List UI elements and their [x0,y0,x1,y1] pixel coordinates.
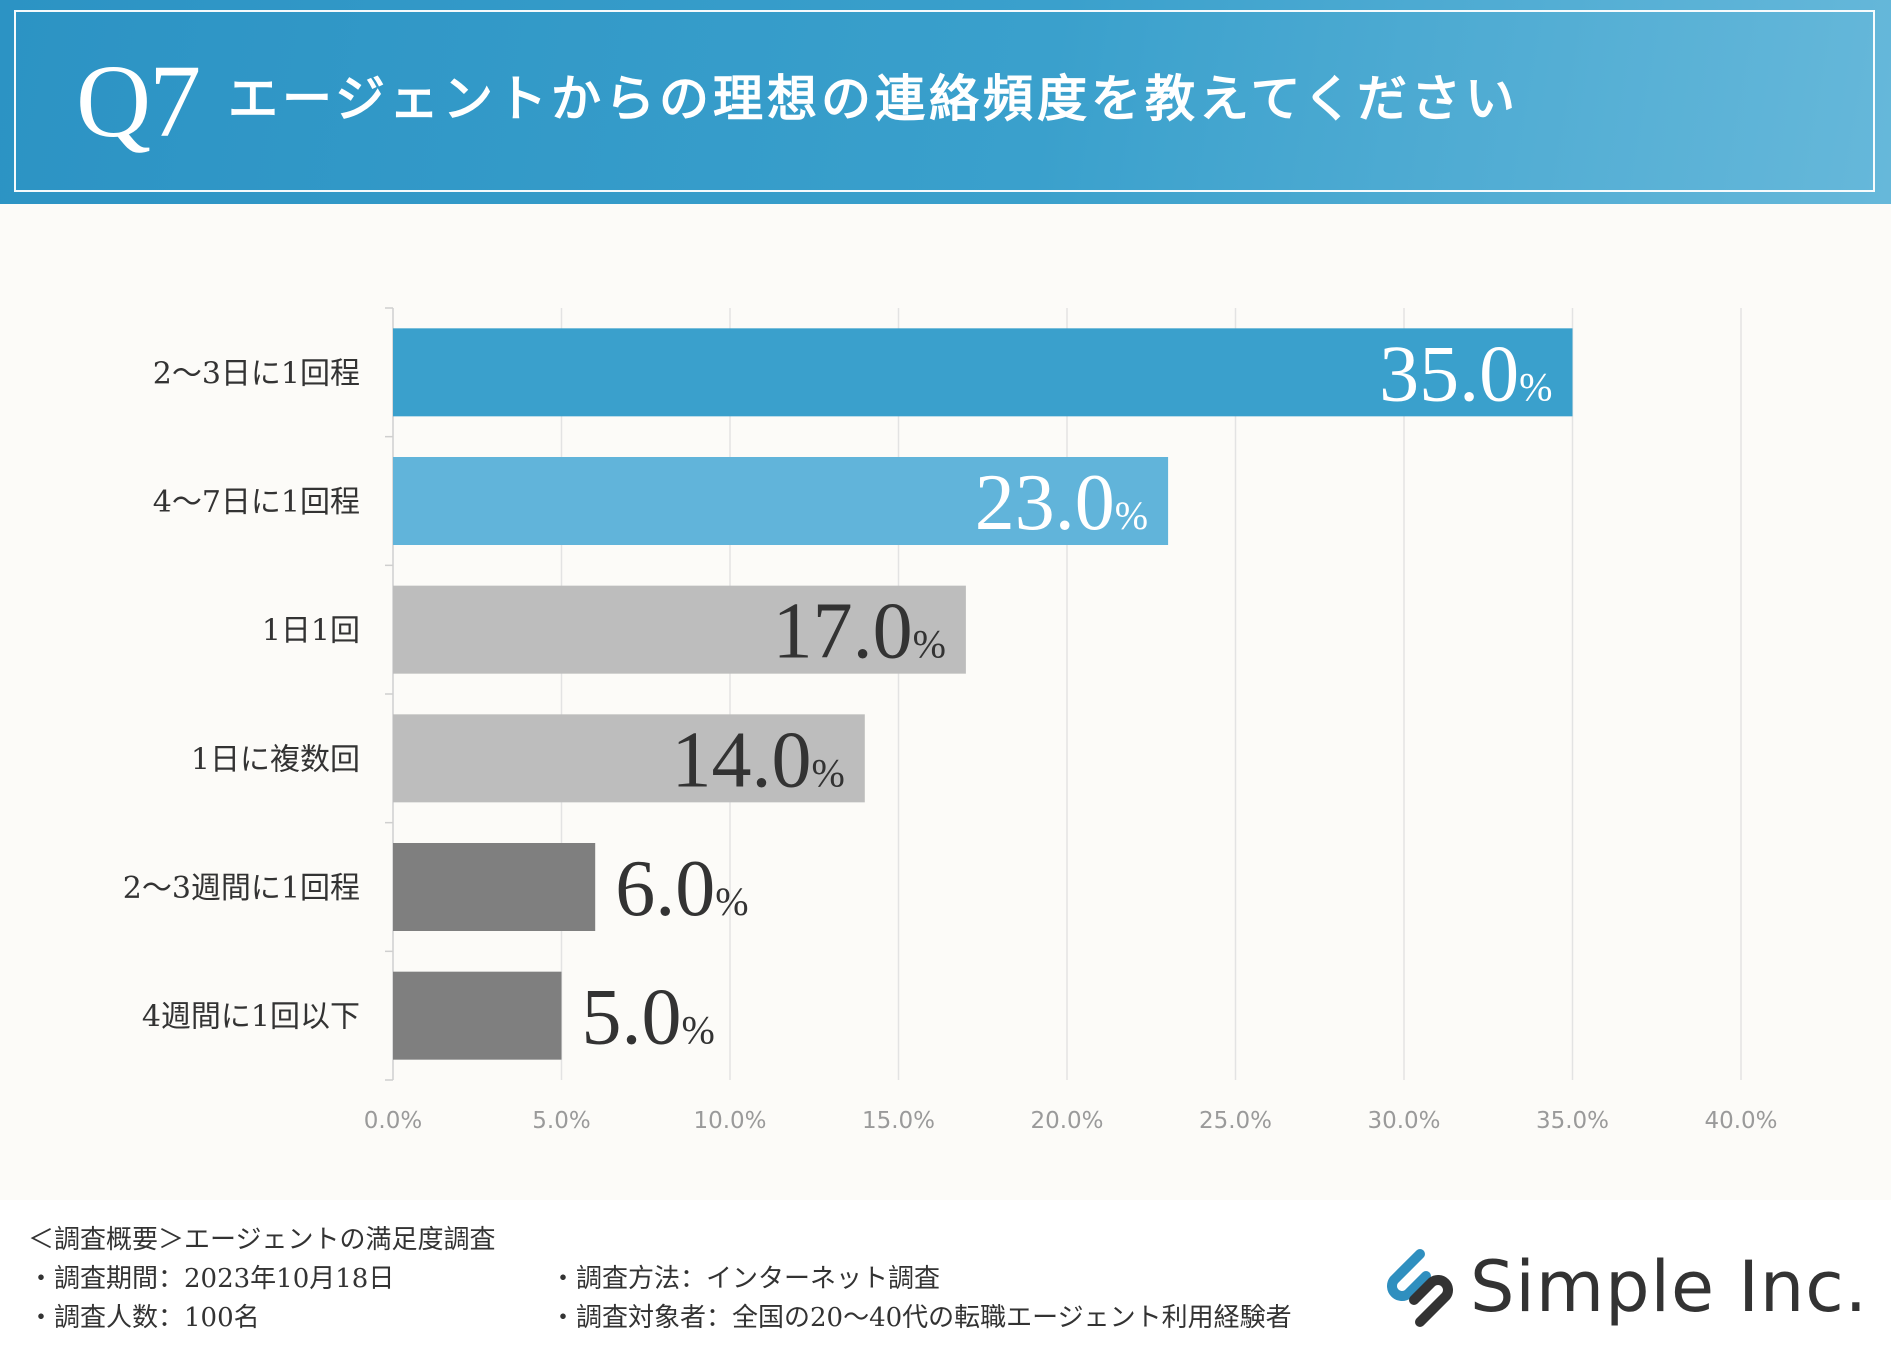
survey-period: ・調査期間：2023年10月18日 [28,1264,395,1294]
value-label: 35.0% [1379,330,1552,418]
x-tick-label: 20.0% [1030,1108,1103,1134]
bar [393,971,562,1060]
question-number: Q7 [76,44,201,159]
company-name: Simple Inc. [1470,1246,1869,1328]
survey-summary: ＜調査概要＞エージェントの満足度調査 [28,1225,496,1255]
value-percent: % [715,879,748,924]
x-tick-label: 35.0% [1536,1108,1609,1134]
value-percent: % [811,750,844,795]
header-banner: Q7 エージェントからの理想の連絡頻度を教えてください [0,0,1891,204]
bar [393,843,596,931]
x-tick-label: 40.0% [1704,1108,1777,1134]
value-number: 35.0 [1379,330,1519,418]
bar [393,328,1573,417]
x-tick-label: 10.0% [693,1108,766,1134]
x-tick-label: 0.0% [364,1108,422,1134]
simple-inc-logo-icon [1387,1249,1453,1327]
value-number: 14.0 [671,716,811,804]
value-number: 5.0 [582,974,682,1062]
category-label: 4〜7日に1回程 [153,485,360,520]
grid-layer [385,307,1742,1081]
x-tick-label: 30.0% [1367,1108,1440,1134]
x-tick-labels: 0.0% 5.0% 10.0% 15.0% 20.0% 25.0% 30.0% 35.0% 40… [364,1108,1778,1134]
page-title: エージェントからの理想の連絡頻度を教えてください [228,69,1519,128]
value-number: 6.0 [615,845,715,933]
bar [393,714,865,803]
survey-respondents: ・調査人数：100名 [28,1303,260,1333]
value-percent: % [682,1008,715,1053]
category-labels: 2〜3日に1回程 4〜7日に1回程 1日1回 1日に複数回 2〜3週間に1回程 4週間に1… [123,356,360,1034]
value-label: 14.0% [671,716,844,804]
value-label: 5.0% [582,974,715,1062]
x-tick-label: 15.0% [862,1108,935,1134]
value-number: 17.0 [773,588,913,676]
survey-method: ・調査方法：インターネット調査 [550,1264,941,1294]
survey-target: ・調査対象者：全国の20〜40代の転職エージェント利用経験者 [550,1303,1292,1333]
x-tick-label: 5.0% [532,1108,590,1134]
bar [393,585,966,674]
bar [393,457,1169,545]
category-label: 2〜3週間に1回程 [123,871,360,906]
bars-layer [393,328,1573,1060]
value-percent: % [1115,493,1148,538]
category-label: 4週間に1回以下 [142,1000,360,1035]
value-number: 23.0 [975,459,1115,547]
x-tick-label: 25.0% [1199,1108,1272,1134]
category-label: 2〜3日に1回程 [153,356,360,391]
value-percent: % [1519,364,1552,409]
bar-chart: 2〜3日に1回程 4〜7日に1回程 1日1回 1日に複数回 2〜3週間に1回程 4週間に1… [123,307,1778,1134]
footer [0,1200,1891,1350]
header-frame [14,10,1875,192]
value-label: 23.0% [975,459,1148,547]
category-label: 1日に複数回 [191,742,360,777]
category-label: 1日1回 [262,614,360,649]
value-label: 17.0% [773,588,946,676]
value-label: 6.0% [615,845,748,933]
value-percent: % [913,622,946,667]
value-labels: 35.0%23.0%17.0%14.0%6.0%5.0% [582,330,1553,1061]
